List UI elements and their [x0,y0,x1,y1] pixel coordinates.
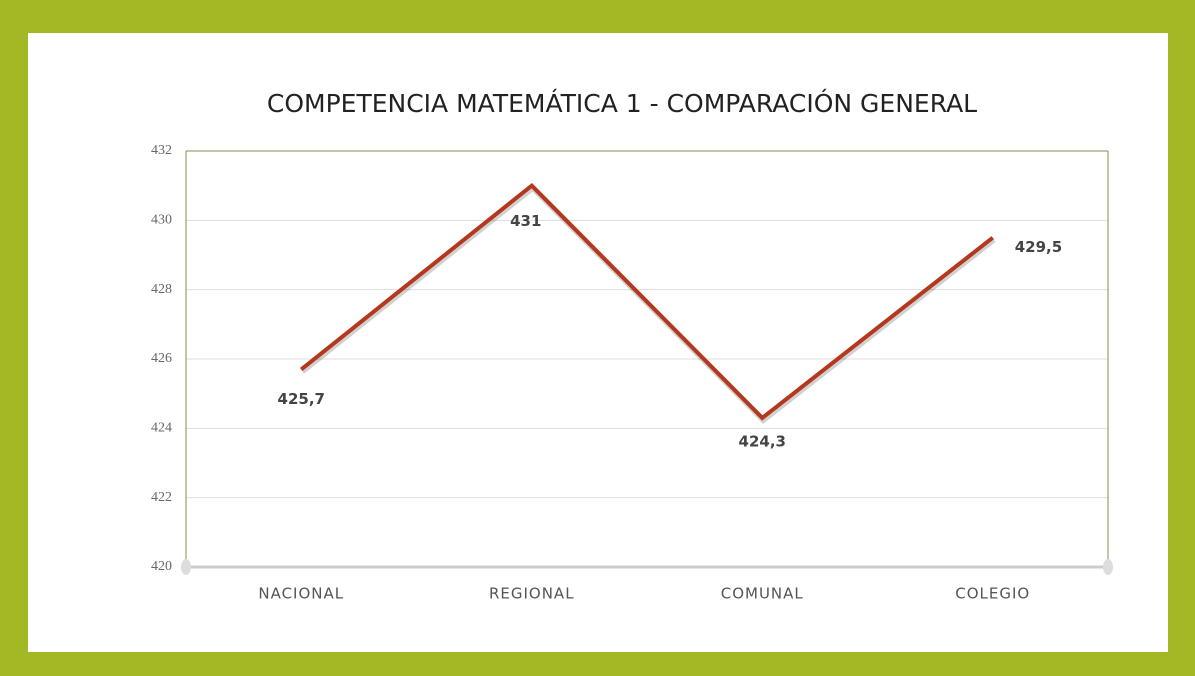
x-tick-label: NACIONAL [258,585,344,603]
y-tick-label: 422 [151,490,172,505]
x-tick-label: COMUNAL [721,585,804,603]
y-tick-label: 426 [151,351,172,366]
chart-title: COMPETENCIA MATEMÁTICA 1 - COMPARACIÓN G… [267,88,977,118]
y-tick-label: 428 [151,282,172,297]
x-tick-label: REGIONAL [489,585,575,603]
axis-cap [1103,559,1113,575]
data-label: 431 [510,212,541,230]
data-label: 425,7 [278,390,325,408]
data-label: 429,5 [1015,238,1062,256]
data-label: 424,3 [739,432,786,450]
slide [28,33,1168,652]
y-tick-label: 430 [151,213,172,228]
y-tick-label: 424 [151,421,172,436]
axis-cap [181,559,191,575]
y-tick-label: 420 [151,559,172,574]
line [300,182,994,421]
y-tick-label: 432 [151,143,172,158]
x-tick-label: COLEGIO [955,585,1030,603]
